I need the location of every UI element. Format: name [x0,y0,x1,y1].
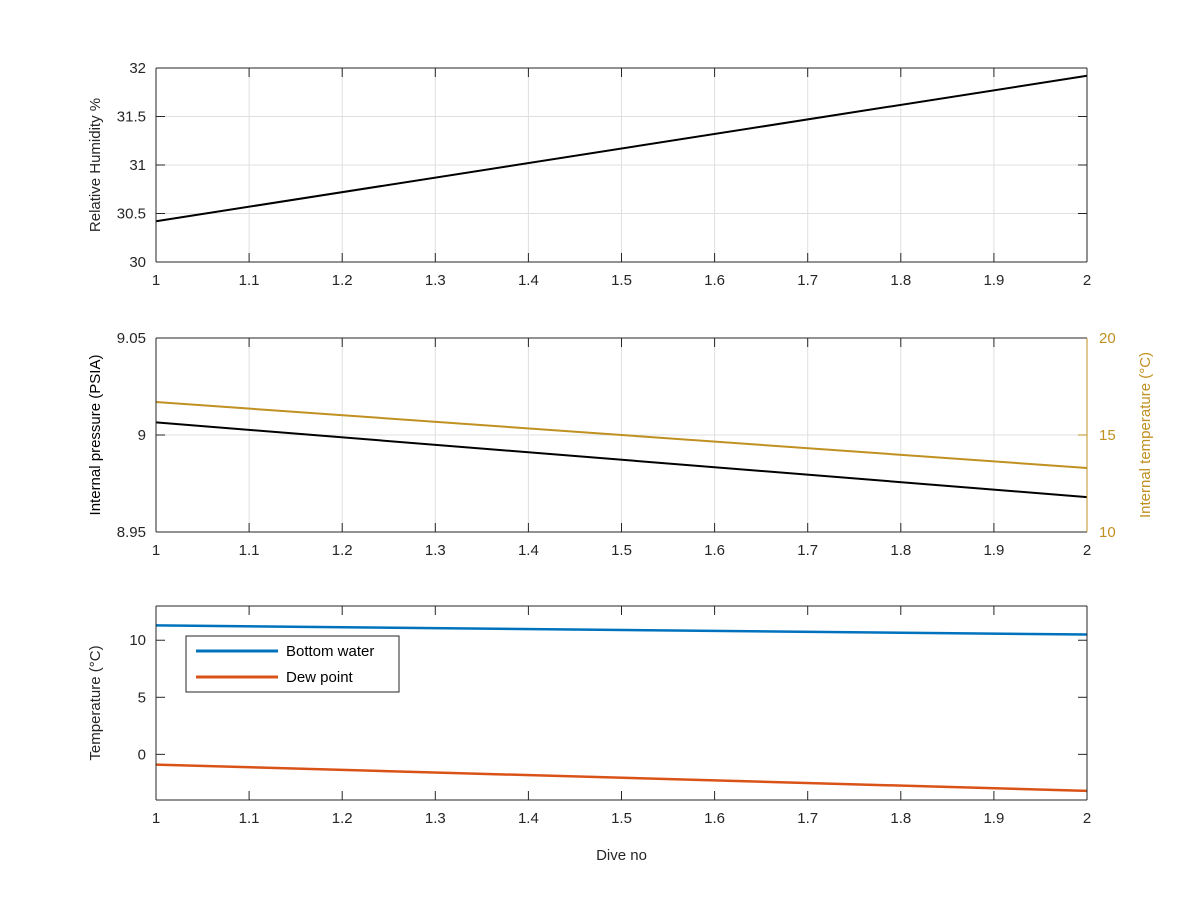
x-tick-label: 1.2 [332,542,353,559]
y-tick-label: 5 [138,689,146,706]
y2-tick-label: 10 [1099,524,1116,541]
x-tick-label: 1.4 [518,272,539,289]
x-tick-label: 1.9 [983,272,1004,289]
x-tick-label: 1 [152,272,160,289]
x-tick-label: 1.4 [518,810,539,827]
y-tick-label: 32 [129,60,146,77]
y-tick-label: 30.5 [117,206,146,223]
y-tick-label: 31.5 [117,109,146,126]
y2-tick-label: 15 [1099,427,1116,444]
y-tick-label: 0 [138,746,146,763]
y2-tick-label: 20 [1099,330,1116,347]
plot-area [156,606,1087,800]
y-axis-label: Relative Humidity % [87,98,104,232]
x-tick-label: 1.3 [425,542,446,559]
x-axis-label: Dive no [596,847,647,864]
series-line-bottom-water [155,624,1088,636]
x-tick-label: 1.3 [425,272,446,289]
x-tick-label: 1.1 [239,272,260,289]
y-tick-label: 8.95 [117,524,146,541]
x-tick-label: 1.5 [611,272,632,289]
legend-label: Dew point [286,669,354,686]
x-tick-label: 1 [152,810,160,827]
x-tick-label: 1.9 [983,542,1004,559]
y-tick-label: 9 [138,427,146,444]
y-axis-label: Temperature (°C) [87,645,104,760]
x-tick-label: 1.7 [797,272,818,289]
legend-box [185,635,400,693]
x-tick-label: 2 [1083,542,1091,559]
y-tick-label: 10 [129,632,146,649]
x-tick-label: 1.7 [797,542,818,559]
x-tick-label: 1.4 [518,542,539,559]
series-line-p1-s1 [155,401,1088,469]
x-tick-label: 1.6 [704,810,725,827]
x-tick-label: 1.8 [890,542,911,559]
x-tick-label: 1.7 [797,810,818,827]
series-line-p0-s0 [155,74,1088,223]
x-tick-label: 1.5 [611,542,632,559]
series-line-dew-point [155,763,1088,793]
x-tick-label: 1.5 [611,810,632,827]
y-tick-label: 9.05 [117,330,146,347]
x-tick-label: 1.3 [425,810,446,827]
y-tick-label: 31 [129,157,146,174]
x-tick-label: 1.6 [704,272,725,289]
x-tick-label: 1.8 [890,272,911,289]
x-tick-label: 2 [1083,272,1091,289]
x-tick-label: 1.1 [239,542,260,559]
x-tick-label: 1.9 [983,810,1004,827]
y-tick-label: 30 [129,254,146,271]
legend-label: Bottom water [286,643,374,660]
y-axis-label: Internal pressure (PSIA) [87,355,104,516]
y2-axis-label: Internal temperature (°C) [1137,352,1154,518]
x-tick-label: 1.2 [332,272,353,289]
series-line-p1-s0 [155,421,1088,499]
x-tick-label: 1.1 [239,810,260,827]
x-tick-label: 1 [152,542,160,559]
x-tick-label: 1.8 [890,810,911,827]
x-tick-label: 1.6 [704,542,725,559]
x-tick-label: 2 [1083,810,1091,827]
x-tick-label: 1.2 [332,810,353,827]
